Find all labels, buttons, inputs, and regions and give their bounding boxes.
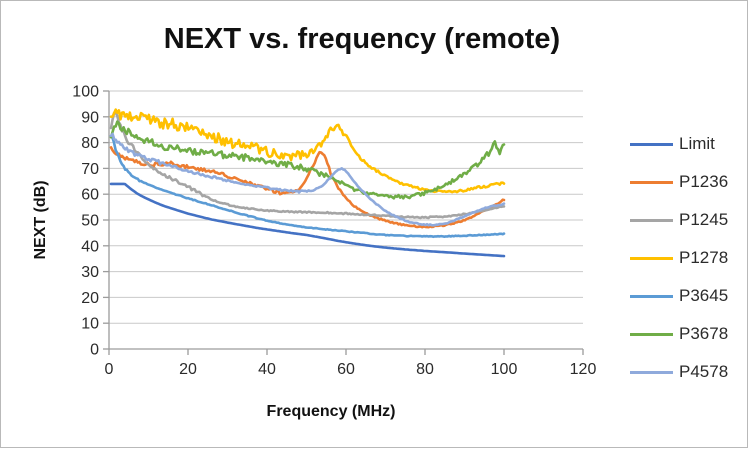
legend-item-P1236: P1236: [630, 163, 728, 201]
x-tick-label-100: 100: [491, 361, 518, 378]
legend: Limit P1236 P1245 P1278 P3645 P3678 P4578: [630, 125, 728, 391]
legend-item-P1278: P1278: [630, 239, 728, 277]
y-tick-label-40: 40: [81, 238, 99, 255]
legend-label: P3678: [679, 324, 729, 343]
y-tick-label-60: 60: [81, 187, 99, 204]
y-tick-label-10: 10: [81, 316, 99, 333]
legend-item-P3645: P3645: [630, 277, 728, 315]
series-line-P1278: [109, 108, 506, 194]
legend-line-icon: [630, 370, 673, 374]
x-axis-title: Frequency (MHz): [266, 403, 396, 420]
series-line-P3645: [109, 134, 506, 239]
y-tick-label-50: 50: [81, 213, 99, 230]
legend-item-P1245: P1245: [630, 201, 728, 239]
x-tick-label-20: 20: [179, 361, 197, 378]
y-tick-label-100: 100: [72, 84, 99, 101]
y-tick-label-70: 70: [81, 161, 99, 178]
y-tick-label-30: 30: [81, 264, 99, 281]
legend-label: Limit: [679, 134, 715, 153]
series-line-P3678: [109, 120, 506, 200]
y-tick-label-80: 80: [81, 135, 99, 152]
legend-line-icon: [630, 218, 673, 222]
legend-label: P4578: [679, 362, 729, 381]
x-tick-label-120: 120: [570, 361, 597, 378]
x-tick-label-0: 0: [105, 361, 114, 378]
x-tick-label-80: 80: [416, 361, 434, 378]
legend-line-icon: [630, 142, 673, 146]
chart-title: NEXT vs. frequency (remote): [163, 23, 561, 55]
series-line-Limit: [109, 182, 506, 258]
x-tick-label-40: 40: [258, 361, 276, 378]
legend-item-P3678: P3678: [630, 315, 728, 353]
legend-label: P1236: [679, 172, 729, 191]
y-tick-label-20: 20: [81, 290, 99, 307]
x-tick-label-60: 60: [337, 361, 355, 378]
legend-label: P1245: [679, 210, 729, 229]
legend-label: P1278: [679, 248, 729, 267]
legend-line-icon: [630, 294, 673, 298]
legend-item-P4578: P4578: [630, 353, 728, 391]
legend-line-icon: [630, 180, 673, 184]
legend-line-icon: [630, 256, 673, 260]
y-tick-label-0: 0: [90, 342, 99, 359]
legend-label: P3645: [679, 286, 729, 305]
legend-item-Limit: Limit: [630, 125, 728, 163]
y-tick-label-90: 90: [81, 109, 99, 126]
series-line-P4578: [109, 132, 506, 227]
series-line-P1245: [109, 111, 506, 220]
legend-line-icon: [630, 332, 673, 336]
